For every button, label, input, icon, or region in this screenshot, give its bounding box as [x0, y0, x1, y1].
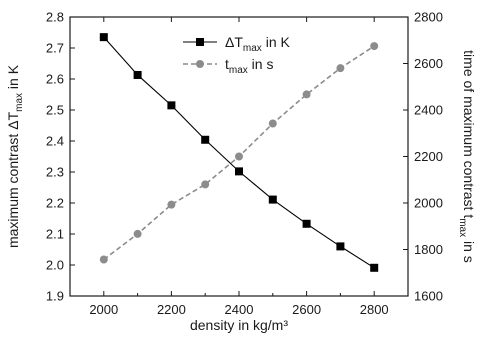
legend-marker-square [196, 38, 204, 46]
y-left-tick-label: 2.2 [46, 196, 64, 211]
data-point-square [336, 242, 345, 251]
data-point-square [268, 195, 277, 204]
data-point-circle [99, 255, 108, 264]
y-right-tick-label: 2400 [414, 103, 443, 118]
data-point-square [235, 167, 243, 176]
y-left-tick-label: 2.6 [46, 72, 64, 87]
y-right-tick-label: 2000 [414, 196, 443, 211]
legend-marker-circle [196, 60, 204, 68]
ticks-layer: 2000 2200 2400 2600 2800 1.9 2.0 2.1 2.2 2.3 2.4 2.… [46, 10, 443, 318]
data-point-circle [167, 200, 176, 209]
y-left-tick-label: 2.0 [46, 258, 64, 273]
x-tick-label: 2800 [360, 302, 389, 317]
data-point-square [99, 33, 108, 42]
legend-label-1: ΔTmax in K [225, 34, 290, 54]
data-point-circle [235, 152, 243, 161]
y-right-tick-label: 2200 [414, 149, 443, 164]
y-left-tick-label: 2.4 [46, 134, 64, 149]
data-point-square [167, 101, 176, 110]
x-axis-title: density in kg/m³ [190, 317, 288, 333]
y-right-tick-label: 2600 [414, 56, 443, 71]
data-point-square [201, 135, 210, 144]
x-tick-label: 2400 [225, 302, 254, 317]
data-point-circle [336, 64, 345, 73]
x-tick-label: 2000 [89, 302, 118, 317]
y-left-tick-label: 2.3 [46, 165, 64, 180]
data-point-circle [302, 90, 311, 99]
data-point-square [302, 219, 311, 228]
x-tick-label: 2600 [292, 302, 321, 317]
y-axis-left-title: maximum contrast ΔTmax in K [5, 64, 25, 248]
y-axis-right-title: time of maximum contrast tmax in s [457, 50, 477, 263]
y-right-tick-label: 2800 [414, 10, 443, 25]
data-point-square [133, 70, 142, 79]
y-left-tick-label: 2.7 [46, 41, 64, 56]
y-left-tick-label: 1.9 [46, 289, 64, 304]
data-point-circle [133, 229, 142, 238]
series-layer [99, 33, 379, 272]
data-point-square [370, 263, 379, 272]
y-right-tick-label: 1800 [414, 242, 443, 257]
data-point-circle [201, 180, 210, 189]
y-left-tick-label: 2.1 [46, 227, 64, 242]
y-left-tick-label: 2.8 [46, 10, 64, 25]
data-point-circle [268, 119, 277, 128]
legend-label-2: tmax in s [225, 56, 273, 76]
data-point-circle [370, 42, 379, 51]
x-tick-label: 2200 [157, 302, 186, 317]
y-left-tick-label: 2.5 [46, 103, 64, 118]
y-right-tick-label: 1600 [414, 289, 443, 304]
